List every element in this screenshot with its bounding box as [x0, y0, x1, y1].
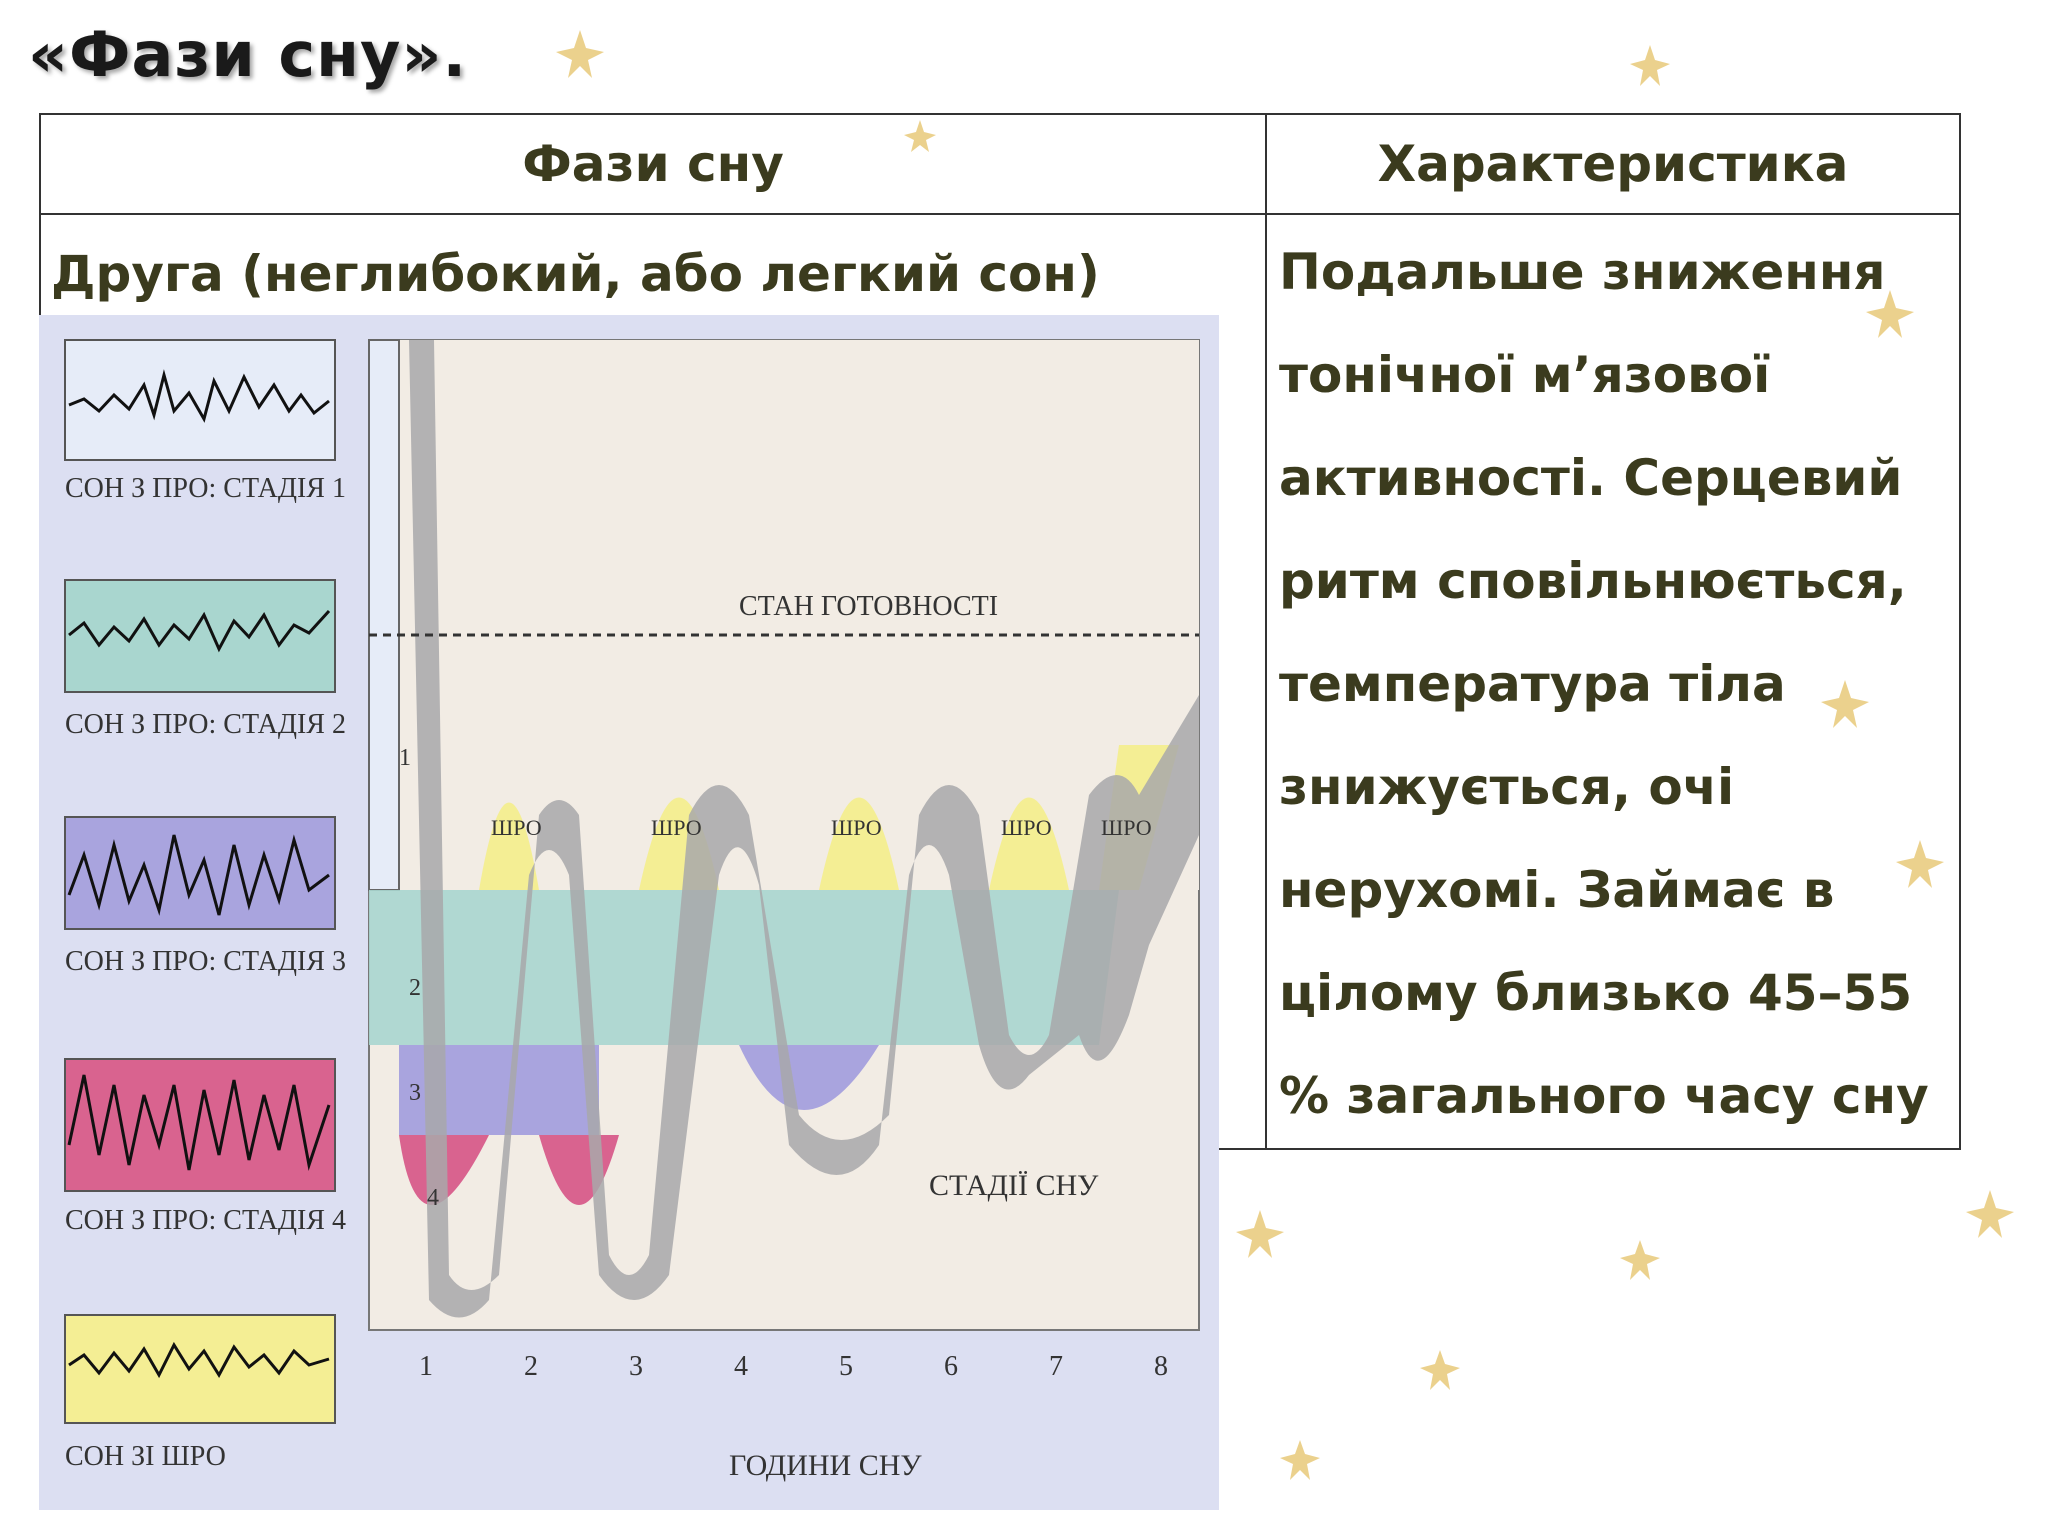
eeg-panel-1 [64, 339, 336, 461]
eeg-trace-3 [67, 834, 330, 916]
hypnogram: СТАН ГОТОВНОСТІ ШРО ШРО ШРО ШРО ШРО 1 2 … [368, 339, 1200, 1331]
characteristic-cell: Подальше зниження тонічної м’язової акти… [1265, 213, 1961, 1150]
stage-3-basin [739, 1045, 879, 1110]
eeg-label-2: СОН З ПРО: СТАДІЯ 2 [65, 709, 346, 740]
hour-tick-5: 5 [839, 1351, 853, 1382]
star-icon [1280, 1440, 1320, 1480]
star-icon [1620, 1240, 1660, 1280]
slide-title: «Фази сну». [28, 18, 468, 91]
star-icon [1420, 1350, 1460, 1390]
star-icon [1966, 1190, 2014, 1238]
eeg-panel-4 [64, 1058, 336, 1192]
rem-label-1: ШРО [491, 815, 542, 840]
hour-tick-6: 6 [944, 1351, 958, 1382]
rem-label-2: ШРО [651, 815, 702, 840]
stage-2-band [369, 890, 1119, 1045]
hours-label: ГОДИНИ СНУ [729, 1449, 922, 1482]
hour-tick-3: 3 [629, 1351, 643, 1382]
eeg-trace-1 [68, 369, 330, 423]
eeg-label-5: СОН ЗІ ШРО [65, 1441, 226, 1472]
header-phase: Фази сну [39, 113, 1267, 215]
stage-1-region-start [368, 339, 400, 891]
hypnogram-ribbon [409, 340, 1199, 1318]
eeg-trace-2 [68, 609, 331, 653]
eeg-panel-5 [64, 1314, 336, 1424]
stage-digit-1: 1 [399, 745, 411, 771]
phase-name: Друга (неглибокий, або легкий сон) [51, 245, 1100, 303]
hour-tick-1: 1 [419, 1351, 433, 1382]
star-icon [1630, 45, 1670, 86]
header-characteristic: Характеристика [1265, 113, 1961, 215]
stage-digit-3: 3 [409, 1080, 421, 1106]
rem-label-5: ШРО [1101, 815, 1152, 840]
eeg-label-4: СОН З ПРО: СТАДІЯ 4 [65, 1205, 346, 1236]
phase-description: Подальше зниження тонічної м’язової акти… [1279, 243, 1929, 1125]
rem-label-3: ШРО [831, 815, 882, 840]
hour-tick-4: 4 [734, 1351, 748, 1382]
eeg-trace-5 [68, 1341, 330, 1379]
ready-state-label: СТАН ГОТОВНОСТІ [739, 591, 998, 622]
stage-digit-2: 2 [409, 975, 421, 1001]
stage-digit-4: 4 [427, 1185, 439, 1211]
stages-label: СТАДІЇ СНУ [929, 1169, 1099, 1202]
hour-tick-8: 8 [1154, 1351, 1168, 1382]
rem-hill-1 [479, 802, 539, 890]
rem-hill-3 [819, 797, 899, 890]
hours-axis: 1 2 3 4 5 6 7 8 ГОДИНИ СНУ [419, 1351, 1168, 1482]
eeg-panels: СОН З ПРО: СТАДІЯ 1 СОН З ПРО: СТАДІЯ 2 … [64, 339, 346, 1472]
star-icon [556, 30, 604, 78]
hour-tick-2: 2 [524, 1351, 538, 1382]
eeg-panel-2 [64, 579, 336, 693]
eeg-label-1: СОН З ПРО: СТАДІЯ 1 [65, 473, 346, 504]
hour-tick-7: 7 [1049, 1351, 1063, 1382]
band-stage-1 [369, 340, 1199, 890]
stage-3-band-left [399, 1045, 599, 1135]
eeg-label-3: СОН З ПРО: СТАДІЯ 3 [65, 946, 346, 977]
rem-label-4: ШРО [1001, 815, 1052, 840]
rem-hill-4 [989, 797, 1069, 890]
star-icon [1236, 1210, 1284, 1258]
hypnogram-svg: СОН З ПРО: СТАДІЯ 1 СОН З ПРО: СТАДІЯ 2 … [64, 339, 1200, 1482]
sleep-stages-figure: СОН З ПРО: СТАДІЯ 1 СОН З ПРО: СТАДІЯ 2 … [39, 315, 1219, 1510]
eeg-trace-4 [67, 1074, 331, 1171]
